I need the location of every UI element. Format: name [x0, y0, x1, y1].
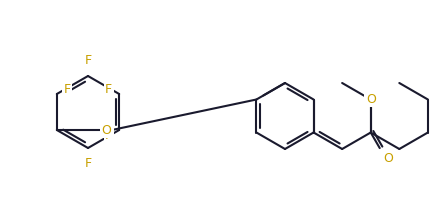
Text: F: F [84, 157, 92, 170]
Text: F: F [84, 54, 92, 67]
Text: F: F [105, 82, 112, 95]
Text: O: O [101, 123, 111, 136]
Text: F: F [105, 129, 112, 142]
Text: F: F [64, 82, 71, 95]
Text: O: O [384, 152, 393, 165]
Text: O: O [366, 93, 376, 106]
